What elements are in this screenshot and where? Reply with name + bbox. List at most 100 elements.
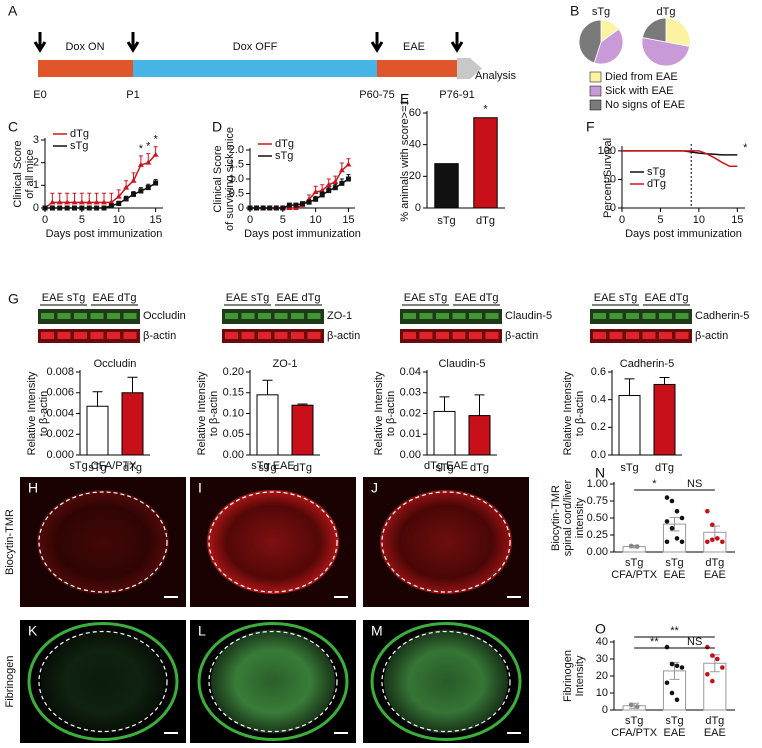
- panel-letter: J: [371, 480, 378, 496]
- legend-label: sTg: [647, 166, 665, 178]
- x-tick-label: 10: [113, 214, 125, 226]
- marker: [93, 199, 100, 205]
- image-column-label: dTg EAE: [424, 460, 468, 472]
- blot-group-label: EAE dTg: [454, 292, 498, 304]
- x-tick-label: sTg: [258, 462, 276, 474]
- y-tick-label: 100: [598, 145, 616, 157]
- marker: [332, 185, 338, 191]
- data-point: [674, 508, 680, 514]
- blot-lane: [403, 332, 416, 339]
- tissue-signal: [384, 629, 508, 734]
- y-axis-label: to β-actin: [574, 391, 586, 436]
- tissue-signal: [207, 490, 339, 594]
- pie-slice: [641, 17, 667, 43]
- chart-title: Occludin: [94, 358, 137, 370]
- blot-lane: [642, 332, 656, 339]
- blot-group-label: EAE sTg: [404, 292, 447, 304]
- blot-control-label: β-actin: [695, 330, 728, 342]
- marker: [152, 151, 159, 157]
- x-tick-label: 0: [42, 214, 48, 226]
- timepoint-label: P76-91: [439, 89, 474, 101]
- comparison-label: NS: [687, 478, 702, 490]
- data-point: [705, 539, 710, 545]
- y-tick-label: 0.00: [400, 449, 421, 461]
- data-point: [669, 661, 675, 667]
- error-bar: [439, 396, 450, 412]
- marker: [101, 199, 107, 205]
- blot-lane: [593, 332, 606, 339]
- marker: [123, 196, 129, 202]
- x-tick-label: sTg: [435, 462, 453, 474]
- marker: [153, 180, 159, 186]
- error-bar: [474, 394, 485, 416]
- x-tick-label: 0: [619, 214, 625, 226]
- panel-letter: A: [8, 3, 18, 19]
- panel-letter: B: [570, 3, 579, 19]
- blot-lane: [609, 332, 623, 339]
- marker: [339, 180, 345, 186]
- marker: [247, 205, 253, 211]
- blot-lane: [626, 332, 639, 339]
- region-outline: [208, 491, 338, 593]
- error-bar: [127, 376, 138, 393]
- data-point: [705, 508, 710, 514]
- y-tick-label: 0: [602, 704, 608, 716]
- marker: [267, 205, 273, 211]
- marker: [86, 205, 92, 211]
- blot-lane: [90, 332, 104, 339]
- blot-lane: [452, 332, 466, 339]
- panel-letter: I: [198, 480, 202, 496]
- blot-lane: [675, 313, 689, 319]
- y-axis-label: of all mice: [24, 149, 36, 199]
- blot-lane: [41, 332, 54, 339]
- region-outline: [38, 491, 168, 593]
- x-axis-label: Days post immunization: [244, 228, 361, 240]
- phase-label: Dox ON: [65, 41, 104, 53]
- data-point: [674, 536, 680, 541]
- y-tick-label: 0.4: [591, 394, 606, 406]
- x-tick-label: EAE: [663, 569, 685, 581]
- x-tick-label: 15: [342, 214, 354, 226]
- blot-lane: [241, 313, 255, 319]
- legend-label: No signs of EAE: [605, 99, 685, 111]
- comparison-label: **: [650, 636, 659, 648]
- error-bar: [659, 377, 670, 385]
- blot-band: [38, 309, 140, 324]
- data-point: [679, 665, 685, 670]
- pie-title: sTg: [592, 6, 610, 18]
- legend-swatch: [589, 71, 602, 83]
- blot-band: [590, 309, 692, 324]
- bar: [433, 410, 456, 456]
- y-tick-label: 0.6: [591, 366, 606, 378]
- blot-lane: [419, 332, 433, 339]
- chart-title: Claudin-5: [438, 358, 485, 370]
- image-column-label: sTg CFA/PTX: [69, 460, 137, 472]
- panel-letter: N: [595, 465, 605, 481]
- marker: [300, 201, 305, 207]
- x-tick-label: 15: [150, 214, 162, 226]
- x-tick-label: 10: [693, 214, 705, 226]
- marker: [319, 187, 326, 193]
- blot-lane: [291, 313, 304, 319]
- data-point: [628, 543, 634, 549]
- blot-lane: [258, 313, 271, 319]
- marker: [131, 191, 136, 197]
- region-outline: [381, 630, 511, 733]
- blot-lane: [274, 332, 288, 339]
- marker: [345, 176, 351, 182]
- data-point: [628, 702, 634, 708]
- y-axis-label: Percent Survival: [602, 138, 614, 218]
- data-point: [674, 663, 680, 669]
- x-tick-label: EAE: [663, 727, 685, 739]
- bar: [618, 395, 641, 456]
- blot-lane: [593, 313, 606, 319]
- annotation: *: [139, 143, 144, 155]
- y-tick-label: 0: [238, 202, 244, 214]
- blot-lane: [485, 332, 499, 339]
- blot-lane: [452, 313, 466, 319]
- blot-group-label: EAE sTg: [42, 292, 85, 304]
- marker: [280, 205, 286, 211]
- legend-label: Died from EAE: [605, 71, 678, 83]
- blot-lane: [675, 332, 689, 339]
